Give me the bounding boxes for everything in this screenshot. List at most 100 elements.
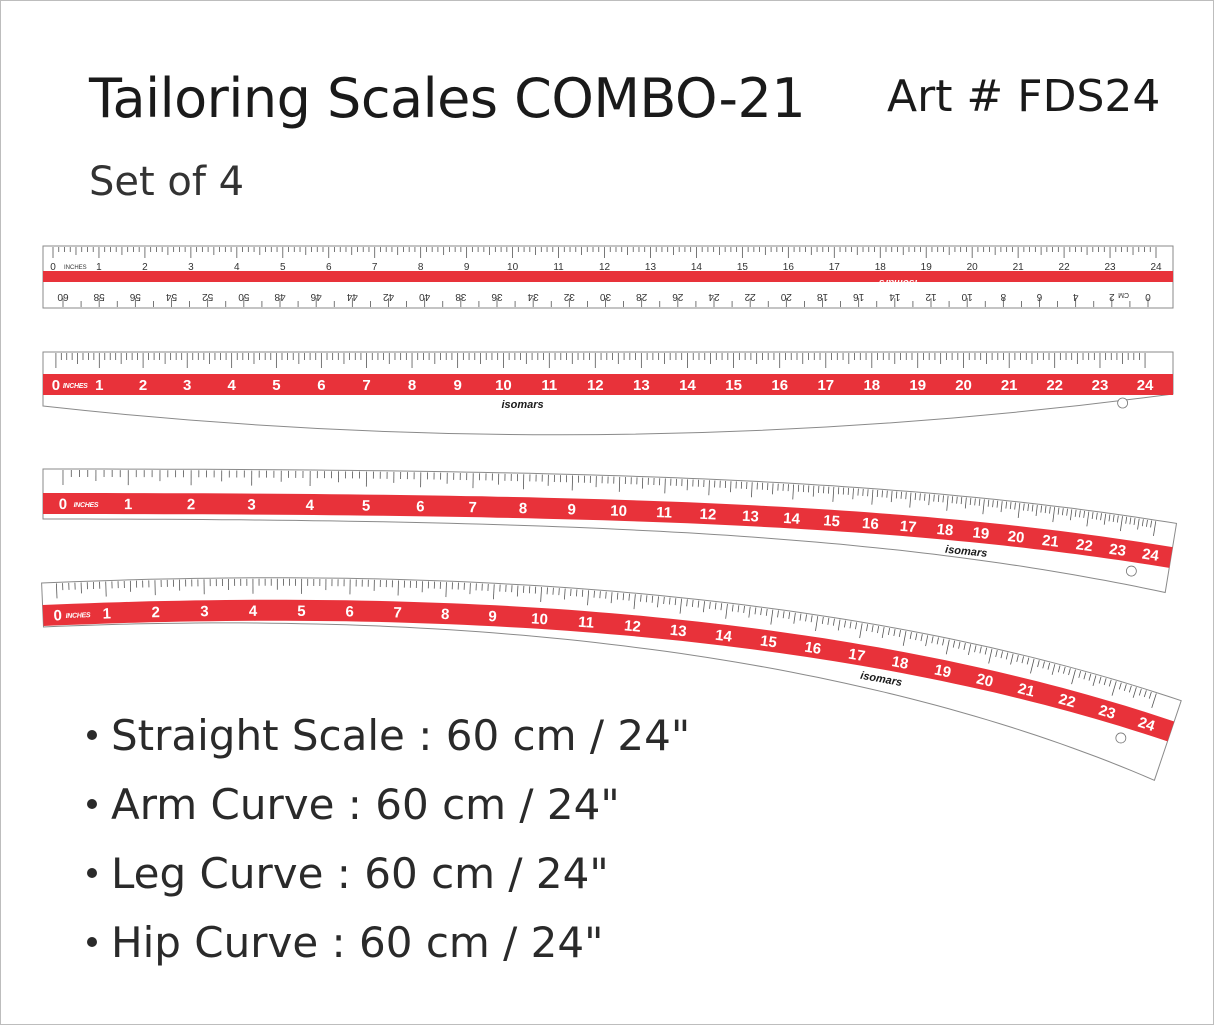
inch-label: 4 bbox=[234, 262, 240, 273]
inch-label: 0 bbox=[59, 496, 67, 513]
tick bbox=[1051, 664, 1056, 675]
red-band bbox=[42, 599, 1175, 742]
cm-label: 12 bbox=[925, 291, 937, 302]
inch-label: 24 bbox=[1136, 714, 1158, 735]
inch-label: 9 bbox=[453, 377, 461, 394]
inch-label: 8 bbox=[519, 500, 528, 517]
tick bbox=[1030, 658, 1035, 674]
tick bbox=[1070, 509, 1073, 521]
tick bbox=[445, 582, 447, 598]
tick bbox=[936, 637, 939, 645]
inch-label: 7 bbox=[393, 604, 402, 621]
tick bbox=[725, 603, 728, 619]
inch-label: 15 bbox=[737, 262, 749, 273]
inch-label: 20 bbox=[975, 670, 995, 690]
inch-label: 24 bbox=[1137, 377, 1154, 394]
inch-label: 9 bbox=[464, 262, 470, 273]
tick bbox=[898, 629, 901, 638]
tick bbox=[942, 638, 945, 646]
tick bbox=[576, 589, 578, 597]
tick bbox=[1128, 685, 1132, 693]
tick bbox=[1083, 672, 1087, 680]
inch-label: 5 bbox=[272, 377, 280, 394]
tick bbox=[1074, 509, 1077, 517]
tick bbox=[1091, 512, 1094, 520]
tick bbox=[1148, 691, 1152, 699]
tick bbox=[1088, 673, 1092, 681]
inch-label: 4 bbox=[249, 603, 258, 620]
tick bbox=[805, 614, 807, 622]
tick bbox=[686, 599, 688, 607]
cm-label: 28 bbox=[636, 291, 648, 302]
tick bbox=[605, 591, 607, 599]
tick bbox=[1014, 502, 1016, 510]
tick bbox=[821, 616, 824, 624]
inch-label: 1 bbox=[124, 496, 132, 513]
tick bbox=[1116, 515, 1119, 523]
tick bbox=[1103, 678, 1107, 686]
inch-label: 10 bbox=[531, 610, 549, 628]
inch-label: 15 bbox=[823, 512, 841, 530]
tick bbox=[902, 631, 907, 646]
unit-label: CM bbox=[1118, 291, 1129, 298]
tick bbox=[754, 607, 757, 615]
tick bbox=[708, 480, 710, 496]
inch-label: 21 bbox=[1013, 262, 1025, 273]
tick bbox=[1137, 518, 1140, 530]
tick bbox=[844, 620, 846, 628]
cm-label: 46 bbox=[310, 291, 322, 302]
inch-label: 11 bbox=[656, 504, 672, 522]
tick bbox=[668, 597, 671, 605]
unit-label: INCHES bbox=[63, 383, 88, 390]
spec-item: Leg Curve : 60 cm / 24" bbox=[87, 845, 690, 914]
tick bbox=[1133, 517, 1136, 525]
cm-label: 16 bbox=[853, 291, 865, 302]
tick bbox=[933, 494, 935, 502]
inch-label: 13 bbox=[742, 508, 760, 526]
tick bbox=[909, 492, 912, 508]
tick bbox=[928, 494, 931, 506]
unit-label: INCHES bbox=[65, 612, 91, 620]
tick bbox=[1153, 521, 1157, 537]
tick bbox=[1057, 665, 1061, 673]
tick bbox=[760, 608, 762, 616]
tick bbox=[1052, 507, 1056, 523]
tick bbox=[1071, 669, 1076, 685]
tick bbox=[581, 589, 584, 597]
tick bbox=[945, 639, 950, 655]
red-band bbox=[43, 374, 1173, 395]
tick bbox=[1035, 505, 1038, 517]
tick bbox=[593, 590, 595, 598]
tick bbox=[956, 496, 958, 504]
inch-label: 8 bbox=[441, 606, 450, 623]
ruler-body bbox=[41, 577, 1182, 781]
tick bbox=[1111, 681, 1117, 696]
tick bbox=[1063, 666, 1066, 674]
tick bbox=[849, 621, 852, 629]
tick bbox=[832, 486, 835, 502]
inch-label: 12 bbox=[599, 262, 611, 273]
inch-label: 5 bbox=[280, 262, 286, 273]
tick bbox=[937, 494, 940, 502]
tick bbox=[1027, 504, 1030, 512]
tick bbox=[1108, 679, 1112, 687]
cm-label: 26 bbox=[672, 291, 684, 302]
tick bbox=[599, 591, 601, 599]
tick bbox=[827, 617, 830, 625]
tick bbox=[737, 605, 740, 613]
cm-label: 34 bbox=[527, 291, 539, 302]
cm-label: 8 bbox=[1000, 291, 1006, 302]
inch-label: 1 bbox=[95, 377, 103, 394]
bullet-icon bbox=[87, 867, 97, 878]
inch-label: 10 bbox=[495, 377, 512, 394]
tick bbox=[984, 647, 988, 655]
tick bbox=[55, 583, 58, 599]
hanging-hole bbox=[1115, 732, 1127, 744]
inch-label: 8 bbox=[408, 377, 416, 394]
inch-label: 3 bbox=[183, 377, 191, 394]
tick bbox=[1098, 676, 1102, 684]
tick bbox=[812, 485, 815, 497]
inch-label: 12 bbox=[623, 617, 641, 635]
tick bbox=[516, 585, 519, 597]
tick bbox=[1031, 504, 1034, 512]
